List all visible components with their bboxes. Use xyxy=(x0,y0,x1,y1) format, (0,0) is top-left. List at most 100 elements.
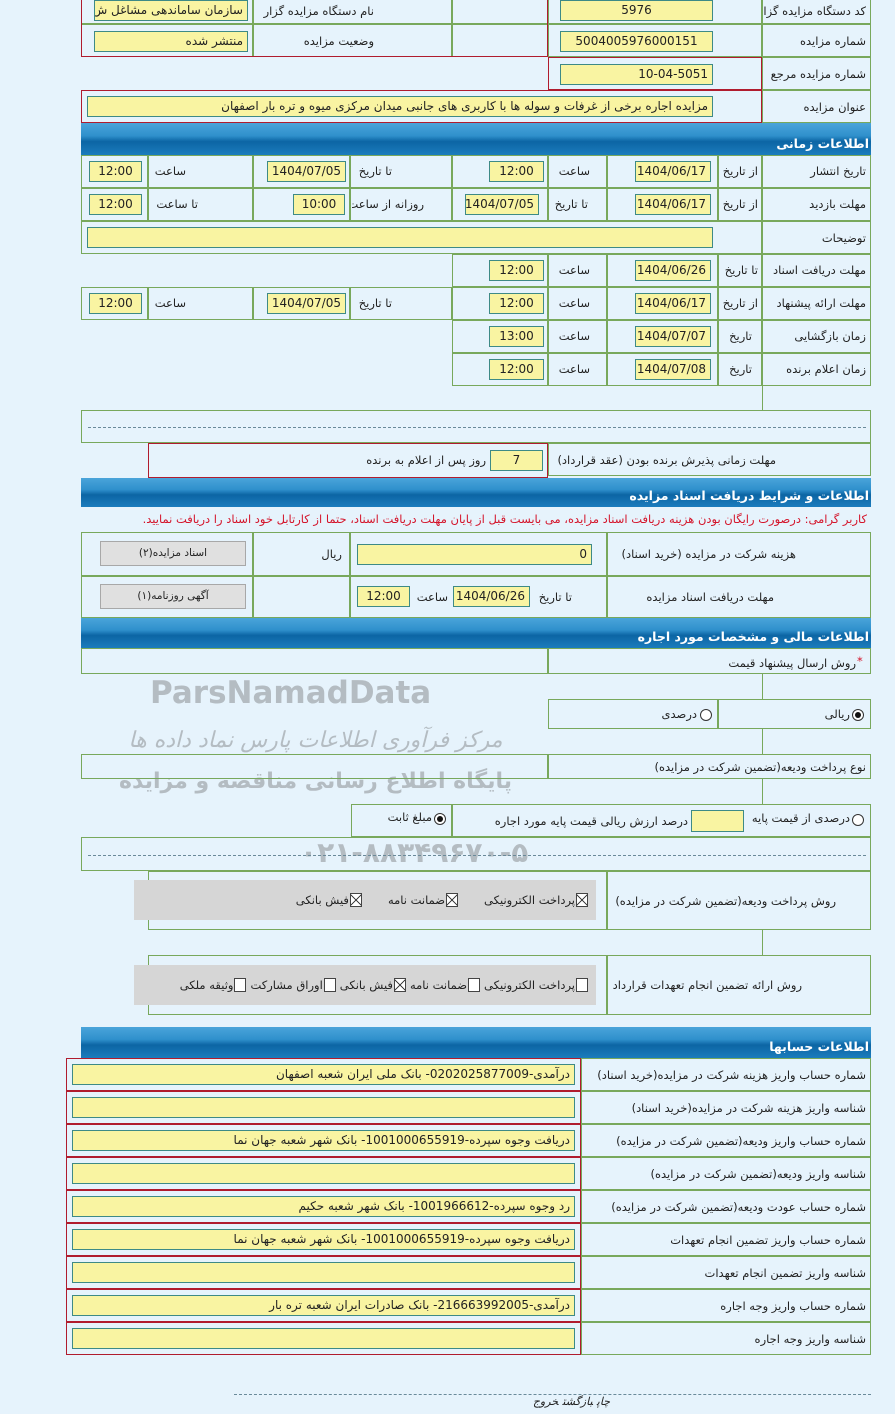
checkbox-label: فیش بانکی xyxy=(339,978,393,992)
radio-rial[interactable] xyxy=(852,709,864,721)
field-label: ساعت xyxy=(558,362,590,376)
checkbox-option[interactable]: پرداخت الکترونیکی xyxy=(484,893,588,907)
field-label: درصدی از قیمت پایه xyxy=(751,811,850,825)
offer-to-date[interactable]: 1404/07/05 xyxy=(267,293,346,314)
section-title: اطلاعات مالی و مشخصات مورد اجاره xyxy=(637,629,869,644)
table-cell xyxy=(81,287,148,320)
opening-time[interactable]: 13:00 xyxy=(489,326,544,347)
checkbox[interactable] xyxy=(323,978,336,992)
table-cell xyxy=(66,1157,581,1190)
radio-percent[interactable] xyxy=(700,709,712,721)
account-row-value[interactable] xyxy=(72,1328,575,1349)
doc-fee-field[interactable]: 0 xyxy=(357,544,592,565)
offer-from-time[interactable]: 12:00 xyxy=(489,293,544,314)
table-cell xyxy=(581,1223,871,1256)
account-row-label: شماره حساب واریز تضمین انجام تعهدات xyxy=(670,1233,866,1247)
table-cell xyxy=(548,353,607,386)
field-label: ریالی xyxy=(824,707,850,721)
doc-deadline-date[interactable]: 1404/06/26 xyxy=(635,260,711,281)
field-label: ساعت xyxy=(558,263,590,277)
opening-date[interactable]: 1404/07/07 xyxy=(635,326,711,347)
winner-time[interactable]: 12:00 xyxy=(489,359,544,380)
checkbox-option[interactable]: وثیقه ملکی xyxy=(180,978,247,992)
doc-deadline-time[interactable]: 12:00 xyxy=(489,260,544,281)
table-cell xyxy=(66,1322,581,1355)
org-name-field[interactable]: سازمان ساماندهی مشاغل ش xyxy=(94,0,248,21)
checkbox[interactable] xyxy=(349,893,362,907)
table-cell xyxy=(253,0,452,24)
account-row-value[interactable]: رد وجوه سپرده-1001966612- بانک شهر شعبه … xyxy=(72,1196,575,1217)
field-label: ساعت xyxy=(558,296,590,310)
table-cell xyxy=(148,188,253,221)
footer-links: چاپبازگشتخروج xyxy=(500,1395,610,1408)
offer-to-time[interactable]: 12:00 xyxy=(89,293,142,314)
table-cell xyxy=(66,1289,581,1322)
checkbox-option[interactable]: فیش بانکی xyxy=(340,978,406,992)
checkbox[interactable] xyxy=(234,978,247,992)
checkbox-option[interactable]: ضمانت نامه xyxy=(388,893,459,907)
publish-to-date[interactable]: 1404/07/05 xyxy=(267,161,346,182)
checkbox[interactable] xyxy=(576,978,588,992)
doc-deadline-date-field[interactable]: 1404/06/26 xyxy=(453,586,530,607)
back-link[interactable]: بازگشت xyxy=(562,1395,593,1408)
account-row-value[interactable] xyxy=(72,1262,575,1283)
table-cell xyxy=(253,188,350,221)
checkbox[interactable] xyxy=(393,978,406,992)
docs-download-button[interactable]: اسناد مزایده(۲) xyxy=(100,541,246,566)
section-header-docs: اطلاعات و شرایط دریافت اسناد مزایده xyxy=(81,478,871,507)
field-label: از تاریخ xyxy=(722,197,758,211)
account-row-value[interactable]: دریافت وجوه سپرده-1001000655919- بانک شه… xyxy=(72,1130,575,1151)
title-field[interactable]: مزایده اجاره برخی از غرفات و سوله ها با … xyxy=(87,96,713,117)
radio-percent-of-base[interactable] xyxy=(852,814,864,826)
field-label: نوع پرداخت ودیعه(تضمین شرکت در مزایده) xyxy=(654,760,866,774)
field-label: ساعت xyxy=(154,296,186,310)
radio-fixed-amount[interactable] xyxy=(434,813,446,825)
print-link[interactable]: چاپ xyxy=(596,1395,610,1408)
field-label: زمان اعلام برنده xyxy=(786,362,866,376)
winner-date[interactable]: 1404/07/08 xyxy=(635,359,711,380)
table-cell xyxy=(452,320,548,353)
section-title: اطلاعات زمانی xyxy=(776,136,869,151)
status-field[interactable]: منتشر شده xyxy=(94,31,248,52)
table-cell xyxy=(548,648,871,674)
visit-daily-to[interactable]: 12:00 xyxy=(89,194,142,215)
offer-from-date[interactable]: 1404/06/17 xyxy=(635,293,711,314)
ref-number-field[interactable]: 10-04-5051 xyxy=(560,64,713,85)
description-field[interactable] xyxy=(87,227,713,248)
org-code-field[interactable]: 5976 xyxy=(560,0,713,21)
checkbox-option[interactable]: فیش بانکی xyxy=(296,893,362,907)
newspaper-ad-button[interactable]: آگهی روزنامه(۱) xyxy=(100,584,246,609)
cell-divider xyxy=(762,386,763,410)
visit-from-date[interactable]: 1404/06/17 xyxy=(635,194,711,215)
acceptance-days-field[interactable]: 7 xyxy=(490,450,543,471)
checkbox-option[interactable]: پرداخت الکترونیکی xyxy=(484,978,588,992)
checkbox-option[interactable]: اوراق مشارکت xyxy=(250,978,336,992)
publish-to-time[interactable]: 12:00 xyxy=(89,161,142,182)
account-row-value[interactable]: دریافت وجوه سپرده-1001000655919- بانک شه… xyxy=(72,1229,575,1250)
checkbox[interactable] xyxy=(576,893,588,907)
field-label: مهلت بازدید xyxy=(809,197,866,211)
account-row-label: شناسه واریز ودیعه(تضمین شرکت در مزایده) xyxy=(650,1167,866,1181)
checkbox[interactable] xyxy=(468,978,481,992)
field-label: تا ساعت xyxy=(156,197,198,211)
publish-from-date[interactable]: 1404/06/17 xyxy=(635,161,711,182)
required-mark: * xyxy=(857,654,863,668)
field-label: مهلت زمانی پذیرش برنده بودن (عقد قرارداد… xyxy=(557,453,776,467)
account-row-value[interactable]: درآمدی-0202025877009- بانک ملی ایران شعب… xyxy=(72,1064,575,1085)
percent-value-field[interactable] xyxy=(691,810,744,832)
table-cell xyxy=(66,1058,581,1091)
publish-from-time[interactable]: 12:00 xyxy=(489,161,544,182)
checkbox[interactable] xyxy=(446,893,459,907)
account-row-value[interactable] xyxy=(72,1163,575,1184)
account-row-label: شماره حساب واریز وجه اجاره xyxy=(720,1299,866,1313)
visit-to-date[interactable]: 1404/07/05 xyxy=(465,194,539,215)
visit-daily-from[interactable]: 10:00 xyxy=(293,194,345,215)
doc-deadline-time-field[interactable]: 12:00 xyxy=(357,586,410,607)
field-label: مهلت دریافت اسناد xyxy=(773,263,866,277)
exit-link[interactable]: خروج xyxy=(532,1395,559,1408)
account-row-value[interactable] xyxy=(72,1097,575,1118)
auction-number-field[interactable]: 5004005976000151 xyxy=(560,31,713,52)
account-row-value[interactable]: درآمدی-216663992005- بانک صادرات ایران ش… xyxy=(72,1295,575,1316)
checkbox-option[interactable]: ضمانت نامه xyxy=(410,978,481,992)
